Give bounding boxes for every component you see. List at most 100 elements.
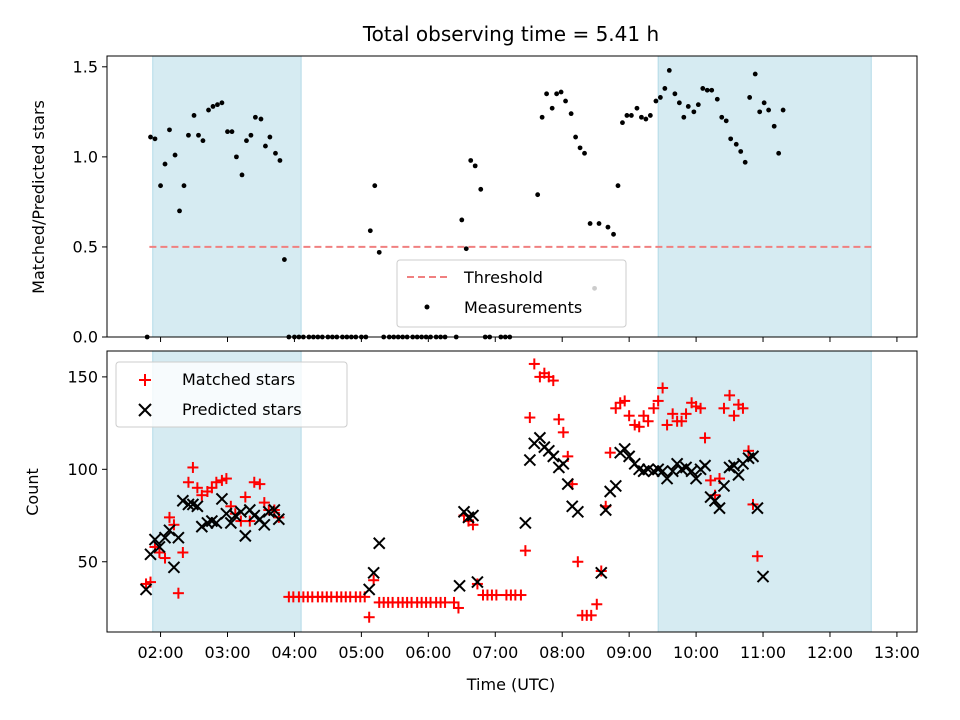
predicted-star-point (224, 516, 238, 530)
matched-star-point (595, 565, 607, 577)
predicted-star-point (756, 570, 770, 583)
matched-star-point (187, 461, 199, 473)
matched-star-point (515, 589, 527, 601)
predicted-star-point (746, 450, 760, 463)
matched-star-point (254, 478, 266, 490)
bottom-x-tick-label: 04:00 (271, 643, 317, 662)
matched-star-point (153, 547, 165, 559)
predicted-star-point (163, 524, 176, 537)
measurement-point (210, 104, 216, 109)
measurement-point (376, 249, 382, 255)
measurement-point (196, 132, 201, 138)
predicted-star-point (471, 575, 484, 589)
measurement-point (554, 91, 560, 97)
measurement-point (757, 109, 763, 115)
measurement-point (186, 132, 191, 138)
matched-star-point (163, 511, 175, 523)
bottom-x-tick-label: 09:00 (606, 643, 652, 662)
measurement-point (478, 186, 484, 192)
bottom-axes-frame (106, 350, 918, 633)
matched-star-point (751, 550, 763, 562)
top-axes-frame (106, 55, 918, 338)
predicted-star-point (191, 500, 204, 513)
measurement-point (723, 118, 729, 124)
bottom-y-axis-label: Count (23, 468, 42, 516)
matched-star-point (196, 489, 208, 501)
bottom-x-tick-label: 06:00 (405, 643, 451, 662)
predicted-star-point (239, 529, 252, 543)
measurement-point (191, 113, 197, 118)
predicted-star-point (248, 509, 261, 522)
measurement-point (714, 96, 720, 102)
predicted-star-point (660, 472, 674, 485)
measurement-point (628, 113, 634, 118)
predicted-star-point (717, 479, 731, 493)
measurements-series (144, 68, 786, 340)
measurement-point (582, 150, 587, 156)
matched-star-point (572, 556, 584, 568)
predicted-star-point (595, 566, 608, 580)
matched-star-point (206, 482, 218, 494)
top-y-tick-label: 1.5 (73, 57, 98, 76)
measurement-point (248, 132, 254, 138)
predicted-star-point (609, 479, 622, 493)
matched-star-point (718, 402, 730, 414)
matched-star-point (699, 432, 711, 444)
measurement-point (281, 257, 287, 262)
measurement-point (776, 150, 782, 156)
predicted-star-point (158, 531, 172, 544)
measurement-point (273, 150, 278, 156)
bottom-x-tick-label: 13:00 (874, 643, 920, 662)
matched-star-point (724, 389, 736, 401)
measurement-point (662, 86, 668, 91)
measurement-point (544, 91, 549, 97)
measurement-point (152, 136, 158, 142)
bottom-legend: Matched stars Predicted stars (115, 361, 348, 428)
predicted-star-point (176, 494, 190, 507)
top-chart-title: Total observing time = 5.41 h (362, 22, 659, 46)
predicted-star-point (215, 492, 229, 506)
bottom-x-tick-label: 10:00 (673, 643, 719, 662)
top-legend-box (396, 259, 627, 328)
matched-star-point (591, 598, 603, 610)
measurement-point (244, 138, 249, 144)
measurement-point (200, 138, 206, 144)
measurement-point (239, 172, 245, 178)
measurement-point (647, 113, 653, 118)
predicted-star-point (195, 520, 209, 533)
legend-threshold-label: Threshold (463, 268, 543, 287)
measurement-point (747, 95, 753, 100)
measurement-point (535, 192, 541, 198)
matched-star-point (610, 402, 622, 414)
matched-star-point (448, 596, 460, 608)
measurement-point (643, 116, 649, 122)
measurement-point (611, 231, 616, 237)
measurement-point (577, 145, 583, 151)
predicted-star-point (713, 501, 726, 515)
measurement-point (685, 104, 691, 109)
measurement-point (215, 102, 220, 108)
top-legend: Threshold Measurements (396, 259, 627, 328)
predicted-star-point (732, 468, 745, 482)
measurement-point (206, 107, 211, 113)
predicted-star-point (599, 503, 612, 517)
bottom-x-ticks: 02:00 03:00 04:00 05:00 06:00 07:00 08:00 09:00… (137, 632, 920, 662)
matched-star-point (248, 476, 260, 488)
matched-star-point (547, 375, 559, 387)
bottom-y-tick-label: 150 (67, 367, 98, 386)
predicted-star-point (362, 583, 376, 596)
legend-measurements-swatch (424, 304, 430, 310)
measurement-point (219, 100, 225, 106)
predicted-star-point (523, 453, 537, 467)
matched-star-point (528, 358, 540, 370)
matched-star-point (524, 412, 536, 424)
predicted-star-point (453, 579, 466, 592)
matched-star-point (519, 545, 531, 557)
measurement-point (459, 217, 465, 223)
bottom-x-tick-label: 07:00 (472, 643, 518, 662)
measurement-point (657, 95, 663, 100)
predicted-star-point (689, 472, 703, 485)
measurement-point (148, 134, 153, 140)
predicted-star-point (533, 431, 547, 445)
